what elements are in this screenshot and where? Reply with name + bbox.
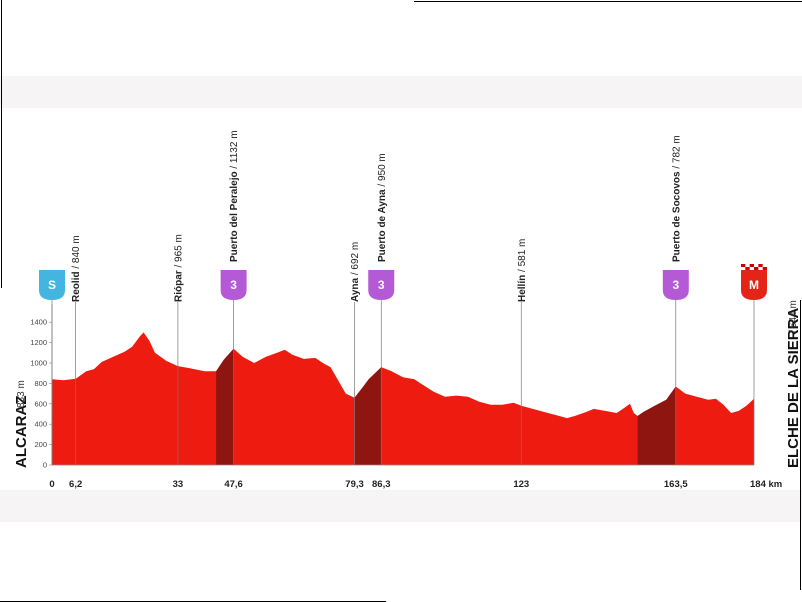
x-tick-label: 184 km [750,479,782,490]
x-tick-label: 47,6 [224,479,243,490]
start-elevation-label: 833 m [16,380,27,408]
waypoint-label: Reolid / 840 m [71,235,82,302]
waypoint-label: Riópar / 965 m [173,234,184,302]
y-tick-label: 800 [34,379,47,388]
x-tick-label: 79,3 [345,479,364,490]
finish-checker-cell [762,267,767,270]
background-band-bottom [0,490,802,522]
finish-checker-cell [741,264,746,267]
y-tick-label: 0 [43,461,47,470]
finish-checker-cell [758,264,763,267]
start-badge: S [39,270,65,300]
frame-line-left [1,0,2,288]
waypoint-name: Ayna [350,277,361,302]
climb-badge-label: 3 [378,278,385,292]
y-tick-label: 1200 [30,338,47,347]
waypoint-name: Puerto de Socovos [671,171,682,262]
climb-segment [637,386,676,465]
waypoint-name: Reolid [71,271,82,302]
y-tick-label: 1400 [30,318,47,327]
finish-checker-cell [754,267,759,270]
x-tick-label: 6,2 [69,479,82,490]
finish-badge-shape [741,270,767,300]
waypoint-label: Puerto de Socovos / 782 m [671,135,682,262]
finish-town-label: ELCHE DE LA SIERRA [785,308,802,468]
finish-badge-label: M [749,278,759,292]
waypoint-label: Puerto de Ayna / 950 m [377,153,388,262]
climb-badge-label: 3 [672,278,679,292]
waypoints-layer: S Reolid / 840 m Riópar / 965 m 3 Puerto del… [39,130,767,465]
waypoint-name: Puerto de Ayna [377,189,388,262]
waypoint-elevation: / 950 m [377,153,388,189]
start-town-name: ALCARAZ [13,396,30,469]
start-town-label: ALCARAZ [13,396,30,469]
y-tick-label: 1000 [30,359,47,368]
x-tick-label: 163,5 [664,479,688,490]
x-tick-label: 33 [173,479,184,490]
finish-badge: M [741,264,767,300]
start-badge-label: S [48,278,56,292]
waypoint-elevation: / 692 m [350,242,361,278]
climb-badge-label: 3 [230,278,237,292]
climb-badge: 3 [220,270,247,300]
climb-badge-shape [368,270,395,300]
climb-segment [354,367,382,465]
y-tick-label: 200 [34,440,47,449]
waypoint-name: Hellín [517,275,528,302]
waypoint-elevation: / 965 m [173,234,184,270]
start-elevation-slash: / [16,410,27,413]
waypoint-elevation: / 840 m [71,235,82,271]
waypoint-label: Hellín / 581 m [517,239,528,302]
start-badge-shape [39,270,65,300]
x-tick-label: 86,3 [372,479,391,490]
climb-badge-shape [662,270,689,300]
y-tick-label: 400 [34,420,47,429]
background-band-top [0,76,802,108]
climb-badge: 3 [662,270,689,300]
x-tick-label: 123 [513,479,529,490]
frame-line-top [414,1,802,2]
climb-segments-layer [216,348,676,465]
waypoint-name: Puerto del Peralejo [229,171,240,262]
finish-checker-cell [745,267,750,270]
finish-elevation-slash: / [788,330,799,333]
climb-badge-shape [220,270,247,300]
waypoint-label: Puerto del Peralejo / 1132 m [229,130,240,262]
climb-segment [216,348,234,465]
waypoint-name: Riópar [173,270,184,302]
waypoint-elevation: / 581 m [517,239,528,275]
waypoint-elevation: / 1132 m [229,130,240,171]
x-tick-label: 0 [49,479,54,490]
waypoint-elevation: / 782 m [671,135,682,171]
waypoint-label: Ayna / 692 m [350,242,361,302]
frame-line-right [800,300,801,590]
climb-badge: 3 [368,270,395,300]
finish-checker-cell [749,264,754,267]
finish-elevation-label: 644 m [788,300,799,328]
y-tick-label: 600 [34,399,47,408]
